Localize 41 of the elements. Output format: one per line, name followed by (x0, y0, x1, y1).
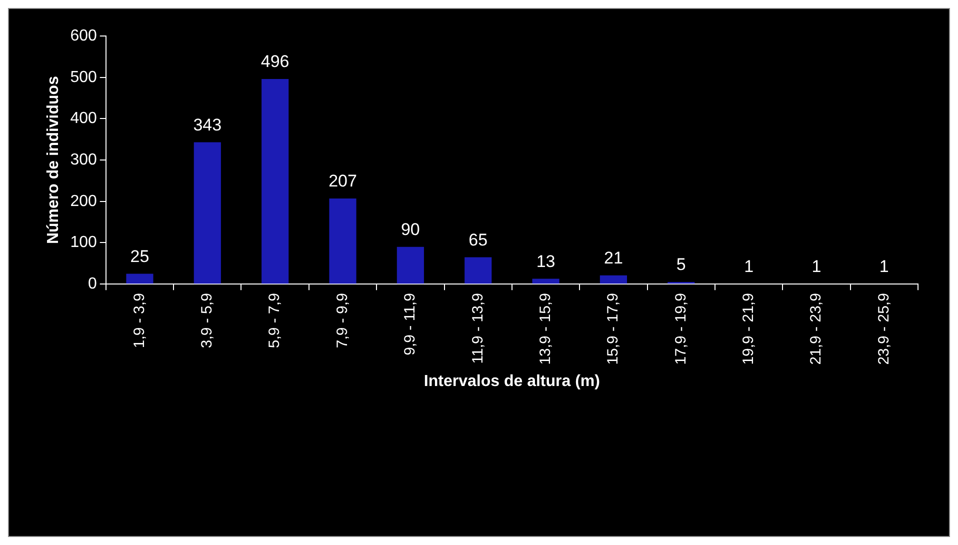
bar (329, 198, 356, 284)
x-tick-label: 9,9 - 11,9 (402, 293, 419, 356)
x-tick-label: 15,9 - 17,9 (604, 293, 622, 365)
x-tick-label: 3,9 - 5,9 (198, 293, 216, 348)
data-label: 13 (536, 252, 556, 271)
data-label: 1 (812, 256, 822, 276)
x-tick-label: 13,9 - 15,9 (536, 293, 554, 365)
bar (126, 274, 154, 284)
bar (600, 275, 627, 284)
bar (532, 278, 560, 284)
y-tick-label: 600 (70, 27, 97, 44)
data-label: 343 (193, 115, 222, 134)
x-tick-label: 7,9 - 9,9 (334, 293, 351, 348)
data-label: 25 (130, 246, 150, 266)
x-tick-label: 21,9 - 23,9 (808, 293, 825, 365)
x-tick-label: 23,9 - 25,9 (875, 293, 892, 365)
data-label: 21 (604, 248, 623, 268)
y-axis-title: Número de individuos (45, 76, 62, 244)
y-tick-label: 400 (70, 110, 97, 128)
bar (396, 246, 424, 284)
bar (194, 142, 221, 284)
y-tick-label: 500 (70, 68, 97, 86)
data-label: 90 (400, 220, 420, 240)
x-tick-label: 17,9 - 19,9 (672, 293, 690, 365)
data-label: 65 (468, 230, 488, 250)
y-tick-label: 0 (88, 275, 97, 292)
x-tick-label: 11,9 - 13,9 (469, 293, 486, 364)
data-label: 496 (260, 52, 290, 72)
data-label: 1 (744, 256, 754, 276)
x-tick-label: 5,9 - 7,9 (266, 293, 284, 348)
bar (464, 257, 492, 284)
x-tick-label: 19,9 - 21,9 (740, 293, 757, 365)
y-tick-label: 100 (70, 234, 97, 252)
y-tick-label: 200 (70, 192, 97, 210)
bar (262, 79, 289, 284)
data-label: 207 (328, 172, 357, 191)
y-tick-label: 300 (70, 151, 97, 168)
x-axis-title: Intervalos de altura (m) (424, 372, 600, 390)
x-tick-label: 1,9 - 3,9 (130, 293, 148, 348)
data-label: 5 (676, 255, 686, 274)
data-label: 1 (879, 256, 889, 276)
